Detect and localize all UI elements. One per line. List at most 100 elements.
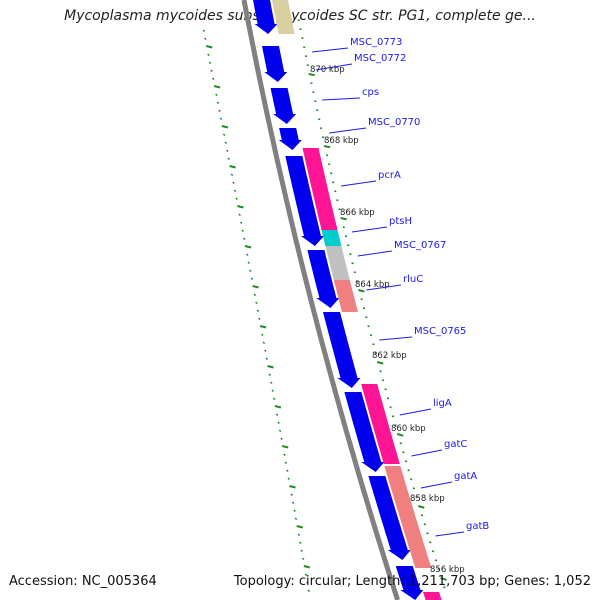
outer-tick	[381, 379, 385, 382]
genome-title: Mycoplasma mycoides subsp. mycoides SC s…	[64, 8, 536, 24]
label-leader-lines	[312, 47, 465, 537]
inner-tick	[224, 141, 228, 145]
outer-tick	[336, 199, 339, 202]
leader-line	[366, 284, 402, 291]
inner-tick	[210, 69, 213, 73]
outer-tick	[374, 352, 377, 355]
highlight-feature-2[interactable]	[302, 148, 338, 230]
inner-tick	[207, 53, 210, 57]
inner-tick	[202, 29, 206, 33]
inner-tick	[229, 165, 236, 169]
inner-tick	[287, 477, 291, 481]
position-label-866: 866 kbp	[340, 208, 375, 218]
outer-tick	[415, 496, 418, 499]
inner-tick	[290, 493, 293, 497]
inner-tick	[297, 533, 301, 537]
gene-label-gatB[interactable]: gatB	[466, 521, 489, 532]
outer-tick	[344, 235, 348, 238]
cds-feature-4[interactable]	[278, 128, 302, 150]
forward-cds-track	[253, 0, 424, 600]
inner-tick	[296, 525, 303, 529]
accession-text: Accession: NC_005364	[9, 574, 157, 589]
outer-tick	[412, 487, 416, 490]
cds-feature-10[interactable]	[395, 566, 424, 600]
leader-line	[329, 127, 367, 134]
gene-label-MSC_0765[interactable]: MSC_0765	[414, 326, 466, 337]
leader-line	[379, 336, 413, 341]
inner-tick	[286, 469, 289, 473]
gene-label-MSC_0770[interactable]: MSC_0770	[368, 117, 420, 128]
highlight-feature-track	[272, 0, 442, 600]
inner-tick	[239, 221, 243, 225]
gene-label-MSC_0772[interactable]: MSC_0772	[354, 53, 406, 64]
inner-tick	[244, 245, 252, 249]
highlight-feature-3[interactable]	[321, 230, 342, 246]
outer-tick	[429, 541, 432, 544]
outer-tick	[384, 388, 387, 391]
outer-tick	[342, 226, 345, 229]
gene-label-ligA[interactable]: ligA	[433, 398, 452, 409]
outer-tick	[423, 523, 427, 526]
leader-line	[399, 408, 432, 416]
leader-line	[420, 481, 453, 489]
position-label-868: 868 kbp	[324, 136, 359, 146]
gene-label-ptsH[interactable]: ptsH	[389, 216, 412, 227]
gene-label-cps[interactable]: cps	[362, 87, 379, 98]
outer-tick	[399, 442, 403, 445]
highlight-feature-4[interactable]	[325, 246, 350, 280]
inner-tick	[291, 501, 295, 505]
cds-feature-1[interactable]	[253, 0, 278, 34]
inner-tick	[222, 133, 226, 137]
outer-tick	[347, 244, 350, 247]
cds-feature-8[interactable]	[344, 392, 385, 472]
gene-label-gatA[interactable]: gatA	[454, 471, 477, 482]
leader-line	[351, 226, 388, 233]
position-label-858: 858 kbp	[410, 494, 445, 504]
cds-feature-2[interactable]	[262, 46, 288, 82]
cds-feature-9[interactable]	[368, 476, 411, 560]
outer-tick	[396, 433, 404, 437]
inner-tick	[213, 85, 221, 89]
outer-tick	[323, 145, 331, 149]
inner-tick	[261, 333, 264, 337]
highlight-feature-6[interactable]	[361, 384, 400, 464]
cds-feature-7[interactable]	[323, 312, 361, 388]
inner-tick	[281, 445, 289, 449]
inner-tick	[219, 117, 223, 121]
gene-label-MSC_0773[interactable]: MSC_0773	[350, 37, 402, 48]
outer-tick	[394, 424, 397, 427]
backbone-arc	[241, 0, 400, 600]
inner-tick	[218, 109, 221, 113]
inner-tick	[264, 349, 267, 353]
gene-label-gatC[interactable]: gatC	[444, 439, 467, 450]
cds-feature-3[interactable]	[270, 88, 297, 124]
gene-label-MSC_0767[interactable]: MSC_0767	[394, 240, 446, 251]
outer-tick	[369, 334, 373, 337]
outer-tick	[358, 289, 365, 293]
highlight-feature-1[interactable]	[272, 0, 295, 34]
inner-tick	[298, 541, 302, 545]
inner-tick	[294, 517, 298, 521]
outer-tick	[426, 532, 429, 535]
inner-tick	[301, 557, 305, 561]
cds-feature-5[interactable]	[285, 156, 324, 246]
inner-tick	[215, 93, 218, 97]
cds-feature-6[interactable]	[307, 250, 340, 308]
gene-label-rluC[interactable]: rluC	[403, 274, 423, 285]
outer-tick	[332, 181, 335, 184]
inner-tick	[258, 317, 261, 321]
outer-tick	[362, 307, 366, 310]
inner-tick	[208, 61, 212, 65]
highlight-feature-8[interactable]	[423, 592, 442, 600]
inner-tick	[230, 173, 234, 177]
inner-tick	[245, 253, 249, 257]
outer-tick	[407, 469, 410, 472]
highlight-feature-5[interactable]	[333, 280, 358, 312]
leader-line	[435, 531, 465, 537]
genome-summary-text: Topology: circular; Length: 1,211,703 bp…	[233, 574, 591, 589]
highlight-feature-7[interactable]	[384, 466, 432, 568]
inner-tick	[242, 237, 246, 241]
inner-tick	[265, 357, 269, 361]
gene-label-pcrA[interactable]: pcrA	[378, 170, 401, 181]
